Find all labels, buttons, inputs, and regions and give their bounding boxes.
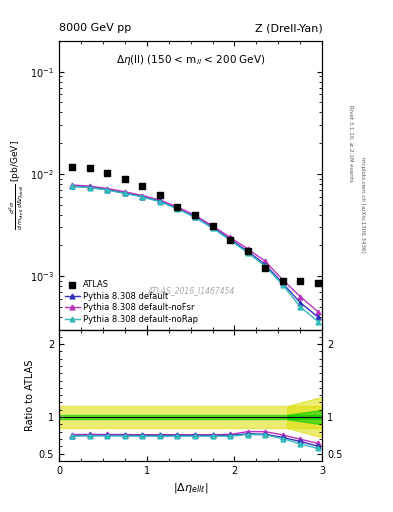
ATLAS xyxy=(174,203,181,211)
Pythia 8.308 default-noRap xyxy=(175,206,180,212)
Pythia 8.308 default-noFsr xyxy=(245,246,250,252)
Text: Rivet 3.1.10, ≥ 2.1M events: Rivet 3.1.10, ≥ 2.1M events xyxy=(348,105,353,182)
ATLAS xyxy=(104,168,110,177)
Pythia 8.308 default-noFsr xyxy=(298,293,303,300)
Pythia 8.308 default xyxy=(316,314,320,320)
Pythia 8.308 default xyxy=(263,262,268,268)
Pythia 8.308 default-noFsr xyxy=(175,204,180,210)
ATLAS xyxy=(69,162,75,170)
Pythia 8.308 default-noRap xyxy=(298,304,303,310)
Pythia 8.308 default-noFsr xyxy=(87,183,92,189)
Y-axis label: $\frac{d^2\sigma}{d\,m_{\rm drell}\,d\Delta\eta_{\rm drell}}$ [pb/GeV]: $\frac{d^2\sigma}{d\,m_{\rm drell}\,d\De… xyxy=(7,140,26,230)
Text: $\Delta\eta$(ll) (150 < m$_{ll}$ < 200 GeV): $\Delta\eta$(ll) (150 < m$_{ll}$ < 200 G… xyxy=(116,53,265,67)
Pythia 8.308 default xyxy=(228,236,233,242)
ATLAS xyxy=(122,175,128,183)
Pythia 8.308 default-noRap xyxy=(193,215,197,221)
Text: mcplots.cern.ch [arXiv:1306.3436]: mcplots.cern.ch [arXiv:1306.3436] xyxy=(360,157,365,252)
ATLAS xyxy=(279,277,286,285)
Y-axis label: Ratio to ATLAS: Ratio to ATLAS xyxy=(24,359,35,431)
Pythia 8.308 default-noFsr xyxy=(158,197,162,203)
Pythia 8.308 default xyxy=(280,280,285,286)
Pythia 8.308 default xyxy=(193,214,197,220)
Pythia 8.308 default-noRap xyxy=(280,282,285,288)
ATLAS xyxy=(227,236,233,244)
ATLAS xyxy=(209,222,216,230)
Pythia 8.308 default-noFsr xyxy=(140,193,145,199)
Pythia 8.308 default xyxy=(87,184,92,190)
Pythia 8.308 default-noFsr xyxy=(70,182,75,188)
Pythia 8.308 default-noFsr xyxy=(280,277,285,283)
Pythia 8.308 default xyxy=(70,183,75,189)
ATLAS xyxy=(315,279,321,287)
Line: Pythia 8.308 default-noRap: Pythia 8.308 default-noRap xyxy=(70,184,320,324)
Pythia 8.308 default-noFsr xyxy=(123,188,127,195)
Pythia 8.308 default-noFsr xyxy=(228,234,233,240)
Line: Pythia 8.308 default: Pythia 8.308 default xyxy=(70,184,320,319)
Pythia 8.308 default-noRap xyxy=(140,194,145,200)
X-axis label: $|\Delta\eta_{ell\ell}|$: $|\Delta\eta_{ell\ell}|$ xyxy=(173,481,208,495)
Pythia 8.308 default-noRap xyxy=(210,225,215,231)
Text: ATLAS_2016_I1467454: ATLAS_2016_I1467454 xyxy=(147,286,234,295)
Line: Pythia 8.308 default-noFsr: Pythia 8.308 default-noFsr xyxy=(70,183,320,314)
Pythia 8.308 default-noFsr xyxy=(263,258,268,264)
ATLAS xyxy=(86,164,93,172)
Bar xyxy=(59,415,322,419)
Pythia 8.308 default-noRap xyxy=(316,318,320,325)
Pythia 8.308 default-noRap xyxy=(228,237,233,243)
Text: Z (Drell-Yan): Z (Drell-Yan) xyxy=(255,23,322,33)
Pythia 8.308 default xyxy=(123,190,127,196)
Pythia 8.308 default-noRap xyxy=(87,184,92,190)
Pythia 8.308 default-noFsr xyxy=(210,223,215,229)
ATLAS xyxy=(157,191,163,199)
Pythia 8.308 default-noRap xyxy=(158,199,162,205)
Pythia 8.308 default xyxy=(105,187,110,193)
Pythia 8.308 default-noRap xyxy=(263,263,268,269)
Pythia 8.308 default-noRap xyxy=(123,190,127,197)
ATLAS xyxy=(139,182,145,190)
Pythia 8.308 default-noRap xyxy=(245,249,250,255)
Pythia 8.308 default xyxy=(210,224,215,230)
Pythia 8.308 default-noFsr xyxy=(193,212,197,218)
Pythia 8.308 default-noFsr xyxy=(316,309,320,315)
Bar xyxy=(59,406,322,428)
Pythia 8.308 default xyxy=(175,205,180,211)
ATLAS xyxy=(297,277,303,285)
ATLAS xyxy=(244,247,251,255)
Text: 8000 GeV pp: 8000 GeV pp xyxy=(59,23,131,33)
Pythia 8.308 default-noRap xyxy=(70,183,75,189)
Pythia 8.308 default xyxy=(140,194,145,200)
Pythia 8.308 default xyxy=(158,198,162,204)
Pythia 8.308 default xyxy=(298,300,303,306)
Legend: ATLAS, Pythia 8.308 default, Pythia 8.308 default-noFsr, Pythia 8.308 default-no: ATLAS, Pythia 8.308 default, Pythia 8.30… xyxy=(63,279,200,326)
Pythia 8.308 default xyxy=(245,248,250,254)
ATLAS xyxy=(262,264,268,272)
Pythia 8.308 default-noFsr xyxy=(105,185,110,191)
ATLAS xyxy=(192,210,198,219)
Pythia 8.308 default-noRap xyxy=(105,187,110,193)
